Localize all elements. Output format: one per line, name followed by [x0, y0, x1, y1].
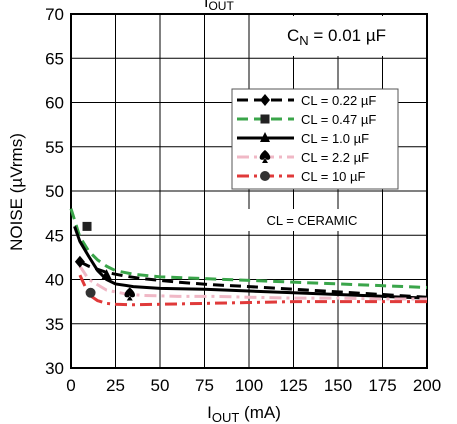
series-line-2	[69, 208, 428, 289]
cn-annotation-bg	[272, 16, 422, 56]
series-marker-3	[101, 269, 112, 280]
x-axis-label: IOUT (mA)	[207, 403, 281, 424]
y-tick-label: 30	[45, 359, 64, 378]
series-marker-4	[124, 287, 136, 301]
y-tick-label: 65	[45, 49, 64, 68]
y-tick-label: 35	[45, 315, 64, 334]
y-tick-label: 70	[45, 5, 64, 24]
series-marker-2	[82, 221, 92, 231]
cn-annotation: CN = 0.01 µF	[287, 26, 386, 48]
clipped-top-title: IOUT	[204, 0, 234, 13]
series-lines	[69, 208, 428, 307]
x-tick-label: 150	[324, 376, 352, 395]
plot-frame	[70, 13, 428, 369]
series-marker-5	[85, 287, 96, 298]
x-tick-labels: 0 25 50 75 100 125 150 175 200	[66, 376, 441, 395]
x-tick-label: 75	[195, 376, 214, 395]
y-tick-label: 60	[45, 94, 64, 113]
series-line-5	[78, 274, 427, 307]
legend-marker-1	[260, 94, 270, 106]
x-tick-label: 50	[151, 376, 170, 395]
x-tick-label: 100	[235, 376, 263, 395]
legend-label-5: CL = 10 µF	[301, 169, 366, 184]
legend-label-2: CL = 0.47 µF	[301, 112, 376, 127]
x-tick-label: 200	[413, 376, 441, 395]
legend: CL = 0.22 µF CL = 0.47 µF CL = 1.0 µF CL = …	[231, 88, 399, 190]
x-tick-label: 125	[279, 376, 307, 395]
legend-marker-4	[259, 150, 271, 163]
legend-box	[231, 88, 399, 190]
legend-label-3: CL = 1.0 µF	[301, 131, 369, 146]
x-tick-label: 175	[368, 376, 396, 395]
legend-label-1: CL = 0.22 µF	[301, 93, 376, 108]
y-tick-label: 40	[45, 271, 64, 290]
series-marker-1	[74, 255, 85, 268]
x-tick-label: 25	[106, 376, 125, 395]
series-line-4	[78, 265, 427, 301]
series-markers	[74, 221, 136, 301]
ceramic-annotation: CL = CERAMIC	[267, 213, 358, 228]
series-line-1	[79, 260, 428, 299]
y-axis-label: NOISE (µVrms)	[7, 133, 26, 251]
legend-marker-3	[260, 132, 270, 142]
y-tick-label: 45	[45, 226, 64, 245]
legend-marker-2	[260, 114, 270, 124]
series-line-3	[73, 225, 428, 300]
y-tick-label: 50	[45, 182, 64, 201]
grid-lines	[70, 13, 428, 369]
ceramic-annotation-bg	[246, 209, 378, 231]
x-tick-label: 0	[66, 376, 75, 395]
legend-marker-5	[260, 171, 270, 181]
legend-label-4: CL = 2.2 µF	[301, 150, 369, 165]
y-tick-label: 55	[45, 138, 64, 157]
y-tick-labels: 30 35 40 45 50 55 60 65 70	[45, 5, 64, 378]
